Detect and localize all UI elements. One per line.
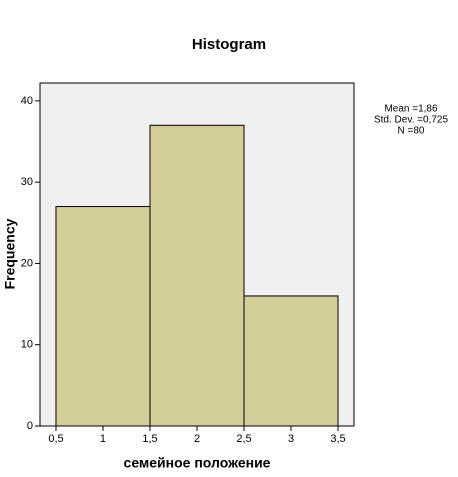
bar — [55, 206, 151, 427]
x-tick-label: 1,5 — [142, 433, 157, 445]
y-axis-label: Frequency — [2, 218, 18, 289]
x-axis-label: семейное положение — [124, 455, 271, 471]
chart-title: Histogram — [192, 36, 266, 53]
stats-label: Mean =1,86 — [384, 104, 438, 115]
x-tick-label: 3,5 — [330, 433, 345, 445]
bar — [243, 295, 339, 427]
x-tick-label: 2 — [194, 433, 200, 445]
y-tick-label: 20 — [21, 257, 33, 269]
x-tick-label: 0,5 — [48, 433, 63, 445]
x-tick-label: 1 — [100, 433, 106, 445]
y-tick-label: 0 — [27, 420, 33, 432]
x-tick-label: 2,5 — [236, 433, 251, 445]
bar — [149, 124, 245, 427]
y-tick-label: 30 — [21, 176, 33, 188]
y-tick-label: 40 — [21, 95, 33, 107]
y-tick-label: 10 — [21, 339, 33, 351]
x-tick-label: 3 — [288, 433, 294, 445]
stats-label: N =80 — [398, 126, 425, 137]
stats-label: Std. Dev. =0,725 — [374, 115, 448, 126]
